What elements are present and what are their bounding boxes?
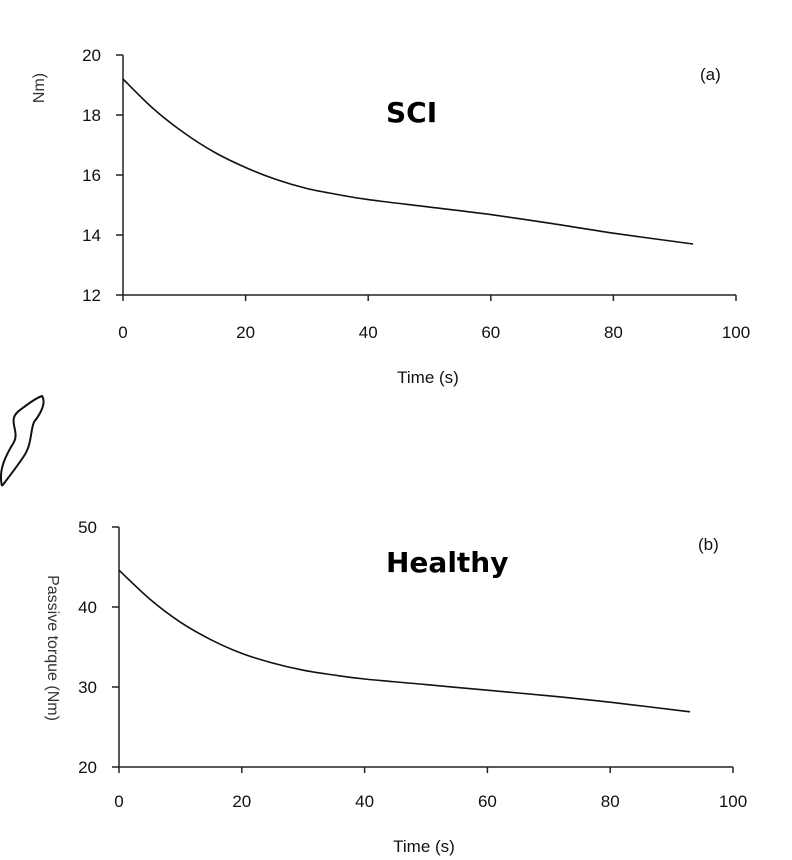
panel-b-y-tick-label: 20 — [78, 758, 97, 777]
panel-b-title: Healthy — [386, 546, 509, 579]
panel-a-x-tick-label: 60 — [481, 323, 500, 342]
panel-a-x-axis-title: Time (s) — [397, 368, 459, 387]
panel-b-x-axis-title: Time (s) — [393, 837, 455, 856]
panel-a-y-label: Nm) — [31, 73, 48, 103]
panel-a-y-tick-label: 16 — [82, 166, 101, 185]
panel-a-series-line — [122, 78, 694, 245]
panel-b-x-tick-label: 80 — [601, 792, 620, 811]
panel-b-x-tick-label: 40 — [355, 792, 374, 811]
panel-b-y-label: Passive torque (Nm) — [44, 575, 61, 721]
panel-b-tag: (b) — [698, 535, 719, 554]
panel-a-y-tick-label: 20 — [82, 46, 101, 65]
panel-b-y-tick-label: 30 — [78, 678, 97, 697]
panel-a-x-tick-label: 20 — [236, 323, 255, 342]
panel-b-healthy: Passive torque (Nm) Healthy (b) Time (s)… — [44, 518, 747, 856]
decorative-scribble — [0, 394, 45, 487]
panel-b-x-tick-label: 60 — [478, 792, 497, 811]
panel-b-y-tick-label: 40 — [78, 598, 97, 617]
panel-a-x-tick-label: 40 — [359, 323, 378, 342]
panel-b-x-tick-label: 0 — [114, 792, 123, 811]
panel-b-series-line — [118, 569, 691, 713]
panel-a-x-tick-label: 0 — [118, 323, 127, 342]
panel-a-title: SCI — [386, 96, 437, 129]
panel-b-x-tick-label: 100 — [719, 792, 747, 811]
panel-a-x-tick-label: 80 — [604, 323, 623, 342]
panel-a-sci: Nm) SCI (a) Time (s) 12 14 16 18 20 0 20 40 60 80… — [31, 46, 750, 387]
panel-a-y-tick-label: 14 — [82, 226, 101, 245]
panel-b-y-tick-label: 50 — [78, 518, 97, 537]
panel-a-tag: (a) — [700, 65, 721, 84]
panel-a-x-tick-label: 100 — [722, 323, 750, 342]
panel-b-x-tick-label: 20 — [232, 792, 251, 811]
panel-a-y-tick-label: 12 — [82, 286, 101, 305]
panel-a-y-tick-label: 18 — [82, 106, 101, 125]
